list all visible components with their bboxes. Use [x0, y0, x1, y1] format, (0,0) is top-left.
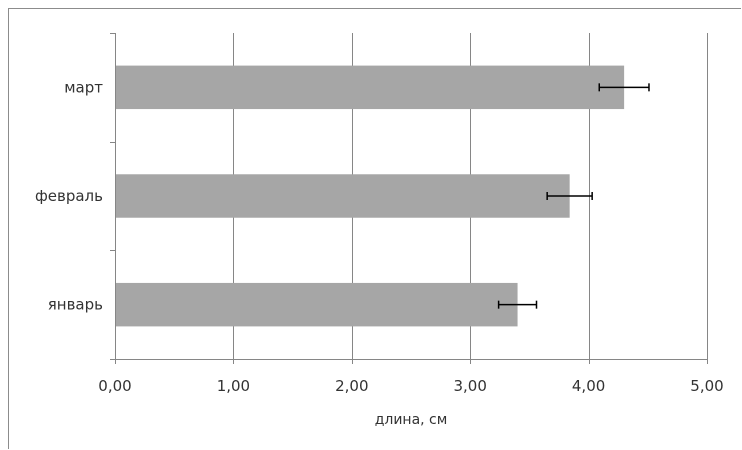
x-tick-label-0: 0,00 — [98, 377, 131, 395]
x-tick-label-1: 1,00 — [217, 377, 250, 395]
bars — [116, 65, 625, 327]
error-bars — [497, 83, 650, 309]
x-tick-label-3: 3,00 — [453, 377, 486, 395]
category-label-2: март — [64, 78, 103, 96]
x-axis-title: длина, см — [375, 412, 448, 428]
category-label-1: февраль — [35, 187, 103, 205]
axes — [110, 33, 708, 364]
bar-chart: 0,00 1,00 2,00 3,00 4,00 5,00 январь февраль ма… — [35, 33, 724, 428]
x-tick-labels: 0,00 1,00 2,00 3,00 4,00 5,00 — [98, 377, 723, 395]
category-label-0: январь — [48, 296, 103, 314]
bar-2 — [116, 65, 625, 110]
chart-frame: 0,00 1,00 2,00 3,00 4,00 5,00 январь февраль ма… — [8, 8, 741, 449]
category-labels: январь февраль март — [35, 78, 103, 313]
x-tick-label-5: 5,00 — [690, 377, 723, 395]
bar-0 — [116, 282, 518, 327]
x-tick-label-2: 2,00 — [335, 377, 368, 395]
x-tick-label-4: 4,00 — [572, 377, 605, 395]
bar-1 — [116, 174, 570, 218]
